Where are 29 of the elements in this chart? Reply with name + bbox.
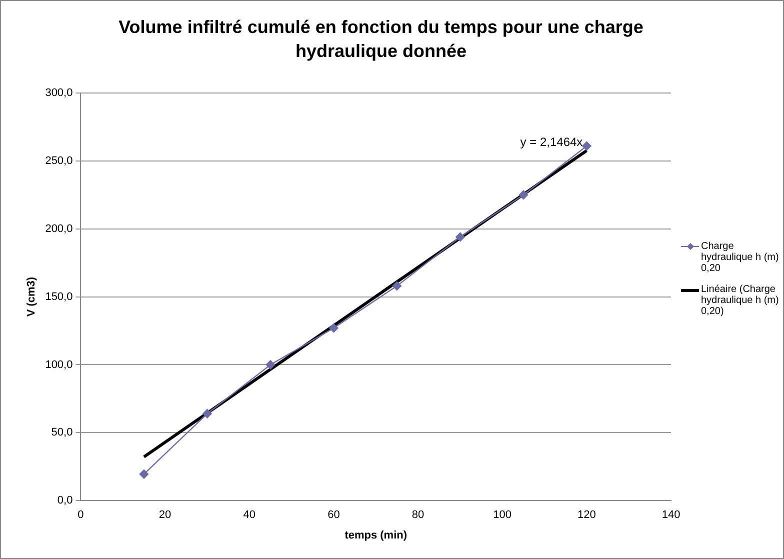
- point: [266, 360, 276, 370]
- y-axis-title: V (cm3): [26, 276, 38, 317]
- y-tick-label: 100,0: [45, 358, 73, 371]
- point: [518, 190, 528, 200]
- y-tick-label: 150,0: [45, 290, 73, 303]
- x-tick-label: 20: [158, 509, 172, 522]
- legend-label: Linéaire (Charge hydraulique h (m) 0,20): [701, 284, 780, 317]
- legend-label: Charge hydraulique h (m) 0,20: [701, 241, 780, 274]
- x-tick-label: 100: [493, 509, 512, 522]
- y-tick-label: 0,0: [57, 494, 73, 507]
- x-axis-title: temps (min): [344, 529, 408, 542]
- x-tick-label: 80: [412, 509, 424, 522]
- y-tick-label: 50,0: [51, 426, 73, 439]
- x-tick-label: 60: [328, 509, 340, 522]
- point: [582, 141, 592, 151]
- x-tick-label: 0: [78, 509, 84, 522]
- chart-title: Volume infiltré cumulé en fonction du temps pour une charge hydraulique donnée: [118, 16, 644, 63]
- y-tick-label: 300,0: [45, 87, 73, 100]
- point: [392, 281, 402, 291]
- x-tick-label: 140: [662, 509, 680, 522]
- point: [456, 232, 465, 242]
- x-tick-label: 40: [243, 509, 256, 522]
- y-tick-label: 200,0: [45, 222, 73, 235]
- point: [202, 409, 212, 418]
- point: [329, 323, 338, 333]
- x-tick-label: 120: [577, 509, 596, 522]
- annotation: y = 2,1464x: [520, 134, 583, 149]
- point: [139, 470, 149, 479]
- y-tick-label: 250,0: [45, 154, 73, 167]
